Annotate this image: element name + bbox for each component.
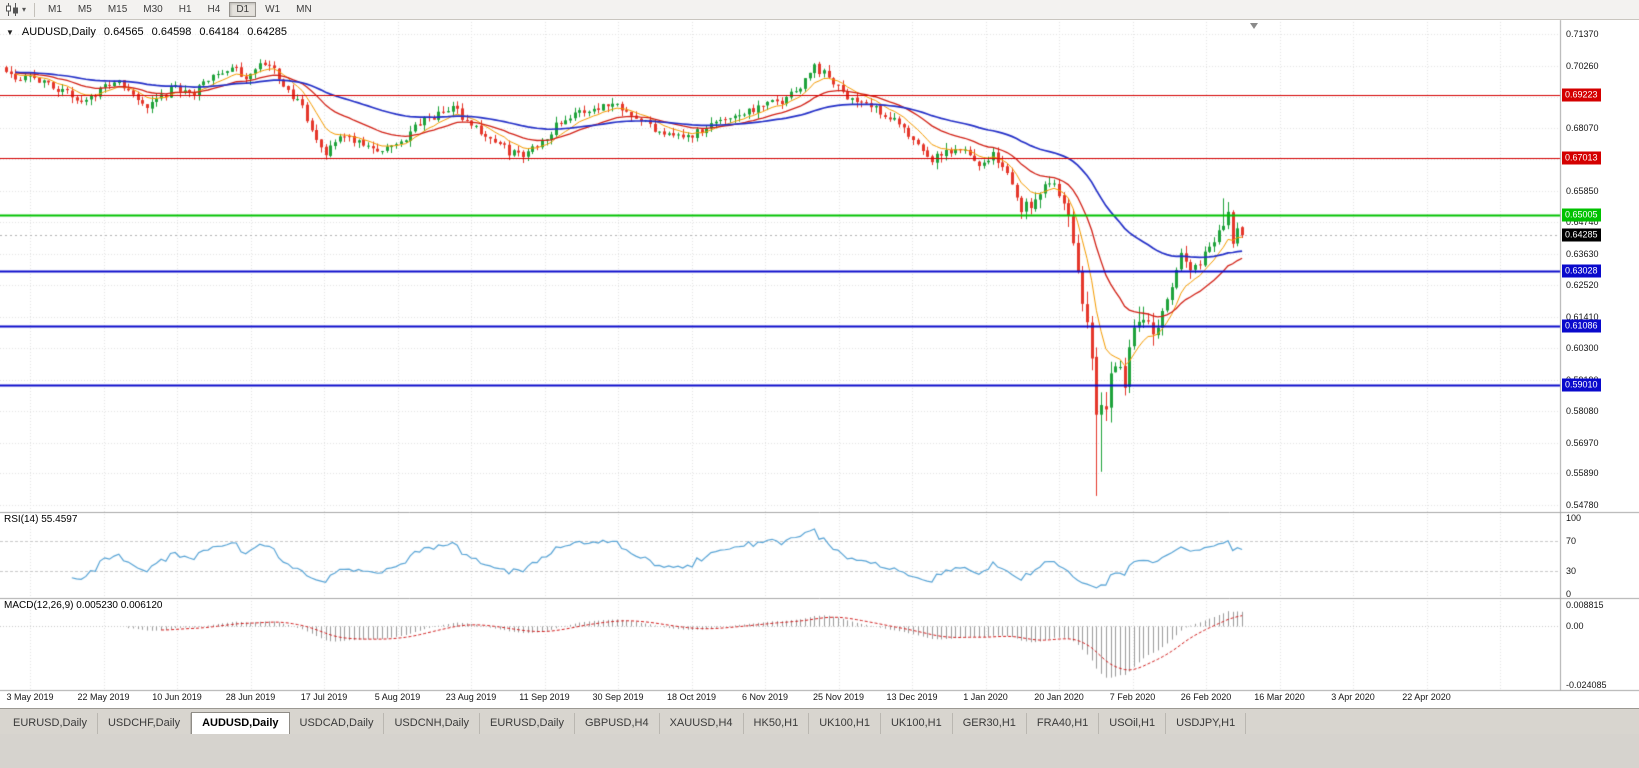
date-label: 7 Feb 2020 xyxy=(1109,692,1156,702)
hline-price-tag[interactable]: 0.67013 xyxy=(1562,151,1601,165)
date-label: 17 Jul 2019 xyxy=(300,692,348,702)
date-label: 6 Nov 2019 xyxy=(741,692,789,702)
date-label: 26 Feb 2020 xyxy=(1180,692,1232,702)
price-axis-tick: 0.70260 xyxy=(1566,60,1599,71)
timeframe-button-m30[interactable]: M30 xyxy=(143,4,163,15)
hline-price-tag[interactable]: 0.61086 xyxy=(1562,319,1601,333)
current-price-tag: 0.64285 xyxy=(1562,228,1601,242)
rsi-axis-tick: 100 xyxy=(1566,513,1582,523)
date-label: 22 May 2019 xyxy=(77,692,130,702)
date-label: 23 Aug 2019 xyxy=(445,692,497,702)
chart-tab-eurusd-daily[interactable]: EURUSD,Daily xyxy=(3,713,98,734)
date-label: 28 Jun 2019 xyxy=(225,692,276,702)
timeframe-button-w1[interactable]: W1 xyxy=(265,4,281,15)
timeframe-buttons: M1 M5 M15 M30 H1 H4 D1 W1 MN xyxy=(40,2,320,17)
chart-tab-uk100-h1[interactable]: UK100,H1 xyxy=(881,713,953,734)
date-label: 3 May 2019 xyxy=(6,692,54,702)
ohlc-open-value: 0.64565 xyxy=(103,26,144,38)
price-axis-tick: 0.71370 xyxy=(1566,29,1599,39)
chart-tab-xauusd-h4[interactable]: XAUUSD,H4 xyxy=(660,713,744,734)
ohlc-high-value: 0.64598 xyxy=(151,26,192,38)
symbol-caret-icon[interactable]: ▼ xyxy=(6,27,14,37)
price-axis-tick: 0.61410 xyxy=(1566,311,1599,322)
chart-symbol-label: AUDUSD,Daily xyxy=(21,26,96,38)
chart-shift-marker-icon[interactable] xyxy=(1250,23,1259,29)
chart-tab-usdcnh-daily[interactable]: USDCNH,Daily xyxy=(384,713,481,734)
price-axis-tick: 0.65850 xyxy=(1566,185,1599,196)
chart-tab-audusd-daily[interactable]: AUDUSD,Daily xyxy=(191,712,290,734)
timeframe-button-m5[interactable]: M5 xyxy=(77,4,92,15)
chart-tab-gbpusd-h4[interactable]: GBPUSD,H4 xyxy=(575,713,660,734)
timeframe-button-mn[interactable]: MN xyxy=(296,4,312,15)
chart-tab-usdcad-daily[interactable]: USDCAD,Daily xyxy=(290,713,385,734)
hline-price-tag[interactable]: 0.59010 xyxy=(1562,378,1601,392)
chart-tab-ger30-h1[interactable]: GER30,H1 xyxy=(953,713,1027,734)
date-label: 13 Dec 2019 xyxy=(886,692,938,702)
timeframe-button-h1[interactable]: H1 xyxy=(178,4,192,15)
date-label: 25 Nov 2019 xyxy=(812,692,865,702)
chart-tab-fra40-h1[interactable]: FRA40,H1 xyxy=(1027,713,1100,734)
price-axis-tick: 0.56970 xyxy=(1566,437,1599,448)
price-axis-tick: 0.60300 xyxy=(1566,343,1599,354)
macd-indicator-label: MACD(12,26,9) 0.005230 0.006120 xyxy=(4,600,163,611)
date-label: 30 Sep 2019 xyxy=(592,692,644,702)
date-label: 1 Jan 2020 xyxy=(963,692,1008,702)
top-toolbar: ▾ M1 M5 M15 M30 H1 H4 D1 W1 MN xyxy=(0,0,1639,20)
date-label: 20 Jan 2020 xyxy=(1034,692,1084,702)
chart-tab-usdjpy-h1[interactable]: USDJPY,H1 xyxy=(1166,713,1247,734)
timeframe-button-d1[interactable]: D1 xyxy=(229,2,257,17)
macd-axis-tick: 0.008815 xyxy=(1566,600,1604,610)
timeframe-button-h4[interactable]: H4 xyxy=(207,4,221,15)
date-label: 10 Jun 2019 xyxy=(152,692,202,702)
date-label: 3 Apr 2020 xyxy=(1331,692,1375,702)
chart-type-icon[interactable] xyxy=(5,3,20,16)
date-label: 18 Oct 2019 xyxy=(666,692,717,702)
rsi-axis-tick: 70 xyxy=(1566,535,1577,546)
hline-price-tag[interactable]: 0.65005 xyxy=(1562,208,1601,222)
ohlc-close-value: 0.64285 xyxy=(247,26,287,38)
chart-ohlc-header: ▼ AUDUSD,Daily 0.64565 0.64598 0.64184 0… xyxy=(6,26,287,38)
chart-tab-hk50-h1[interactable]: HK50,H1 xyxy=(744,713,810,734)
chart-type-caret-icon[interactable]: ▾ xyxy=(22,5,27,14)
chart-tab-usoil-h1[interactable]: USOil,H1 xyxy=(1099,713,1167,734)
timeframe-button-m15[interactable]: M15 xyxy=(107,4,128,15)
rsi-axis-tick: 30 xyxy=(1566,566,1577,577)
ohlc-low-value: 0.64184 xyxy=(199,26,240,38)
price-axis-tick: 0.64740 xyxy=(1566,217,1599,228)
chart-tab-bar: EURUSD,Daily USDCHF,Daily AUDUSD,Daily USDC… xyxy=(0,708,1639,734)
chart-tab-eurusd-daily[interactable]: EURUSD,Daily xyxy=(480,713,575,734)
timeframe-button-m1[interactable]: M1 xyxy=(48,4,62,15)
price-axis-tick: 0.68070 xyxy=(1566,122,1599,133)
date-label: 16 Mar 2020 xyxy=(1254,692,1305,702)
toolbar-separator xyxy=(34,2,36,17)
rsi-axis-tick: 0 xyxy=(1566,589,1572,599)
hline-price-tag[interactable]: 0.69223 xyxy=(1562,88,1601,102)
price-axis-tick: 0.58080 xyxy=(1566,406,1599,417)
rsi-indicator-label: RSI(14) 55.4597 xyxy=(4,514,78,525)
date-label: 22 Apr 2020 xyxy=(1402,692,1451,702)
chart-tab-uk100-h1[interactable]: UK100,H1 xyxy=(809,713,881,734)
date-label: 5 Aug 2019 xyxy=(374,692,421,702)
price-axis-tick: 0.62520 xyxy=(1566,280,1599,291)
window-background-strip xyxy=(0,734,1639,768)
hline-price-tag[interactable]: 0.63028 xyxy=(1562,264,1601,278)
price-axis-tick: 0.63630 xyxy=(1566,248,1599,259)
macd-axis-tick: 0.00 xyxy=(1566,621,1584,632)
price-axis-tick: 0.54780 xyxy=(1566,500,1599,510)
date-label: 11 Sep 2019 xyxy=(519,692,570,702)
chart-tab-usdchf-daily[interactable]: USDCHF,Daily xyxy=(98,713,192,734)
price-axis-tick: 0.55890 xyxy=(1566,468,1599,479)
macd-axis-tick: -0.024085 xyxy=(1566,680,1607,690)
